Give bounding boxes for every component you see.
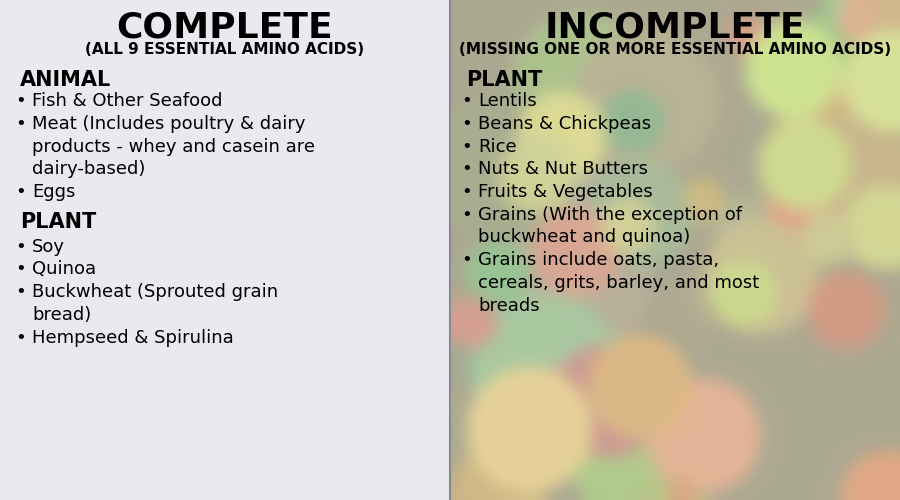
Text: •: • [461,160,472,178]
Text: Fish & Other Seafood: Fish & Other Seafood [32,92,222,110]
Text: •: • [461,115,472,132]
Text: buckwheat and quinoa): buckwheat and quinoa) [478,228,690,246]
Text: Eggs: Eggs [32,183,76,201]
Text: INCOMPLETE: INCOMPLETE [544,10,806,44]
Text: ANIMAL: ANIMAL [20,70,112,90]
Text: bread): bread) [32,306,91,324]
Text: Soy: Soy [32,238,65,256]
Text: •: • [461,206,472,224]
Text: •: • [15,329,26,347]
Text: Beans & Chickpeas: Beans & Chickpeas [478,115,651,132]
Text: •: • [15,238,26,256]
Text: Buckwheat (Sprouted grain: Buckwheat (Sprouted grain [32,283,278,301]
Text: Grains (With the exception of: Grains (With the exception of [478,206,742,224]
Text: •: • [461,92,472,110]
Text: •: • [15,183,26,201]
Text: dairy-based): dairy-based) [32,160,146,178]
Text: •: • [461,138,472,156]
Text: cereals, grits, barley, and most: cereals, grits, barley, and most [478,274,760,292]
Text: Lentils: Lentils [478,92,536,110]
Text: PLANT: PLANT [20,212,96,232]
Text: •: • [15,283,26,301]
Text: Fruits & Vegetables: Fruits & Vegetables [478,183,652,201]
Bar [450,0,900,500]
Text: Hempseed & Spirulina: Hempseed & Spirulina [32,329,234,347]
Text: Rice: Rice [478,138,517,156]
Text: Grains include oats, pasta,: Grains include oats, pasta, [478,251,719,269]
Text: •: • [461,183,472,201]
Text: COMPLETE: COMPLETE [117,10,333,44]
Text: PLANT: PLANT [466,70,542,90]
Text: (MISSING ONE OR MORE ESSENTIAL AMINO ACIDS): (MISSING ONE OR MORE ESSENTIAL AMINO ACI… [459,42,891,57]
Text: •: • [15,92,26,110]
Text: Meat (Includes poultry & dairy: Meat (Includes poultry & dairy [32,115,305,132]
Text: breads: breads [478,296,540,315]
Text: •: • [15,115,26,132]
Text: Nuts & Nut Butters: Nuts & Nut Butters [478,160,648,178]
Text: •: • [15,260,26,278]
Text: •: • [461,251,472,269]
Text: (ALL 9 ESSENTIAL AMINO ACIDS): (ALL 9 ESSENTIAL AMINO ACIDS) [86,42,365,57]
Text: Quinoa: Quinoa [32,260,96,278]
Bar [0,0,450,500]
Text: products - whey and casein are: products - whey and casein are [32,138,315,156]
